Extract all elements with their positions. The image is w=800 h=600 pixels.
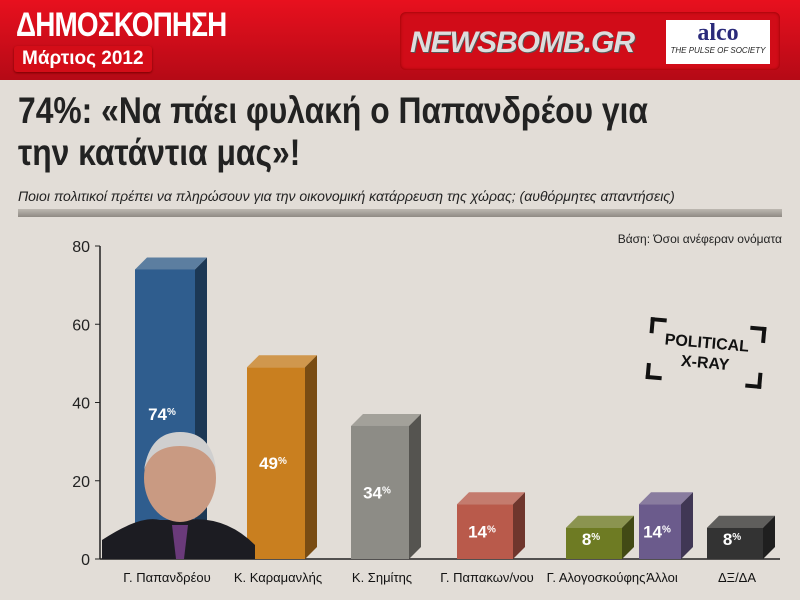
x-tick-label: Κ. Σημίτης	[352, 570, 412, 585]
chart-title: 74%: «Να πάει φυλακή ο Παπανδρέου για τη…	[18, 90, 663, 174]
bar	[457, 504, 513, 559]
x-tick-label: Γ. Παπανδρέου	[123, 570, 210, 585]
newsbomb-logo: NEWSBOMB.GR	[410, 26, 635, 59]
x-tick-label: Κ. Καραμανλής	[234, 570, 322, 585]
bar-top	[639, 492, 693, 505]
portrait-tie	[172, 525, 188, 559]
bar-top	[351, 413, 421, 426]
divider	[18, 209, 782, 217]
bar-side	[763, 515, 775, 559]
y-tick-label: 0	[81, 552, 90, 569]
bar-top	[247, 355, 317, 368]
header-banner: ΔΗΜΟΣΚΟΠΗΣΗ Μάρτιος 2012 NEWSBOMB.GR alc…	[0, 0, 800, 80]
x-tick-label: Γ. Παπακων/νου	[440, 570, 534, 585]
bar-side	[681, 492, 693, 559]
x-tick-label: ΔΞ/ΔΑ	[718, 570, 756, 585]
x-tick-label: Γ. Αλογοσκούφης	[547, 570, 646, 585]
y-tick-label: 20	[72, 474, 90, 491]
bar-top	[457, 492, 525, 505]
bar-top	[707, 515, 775, 528]
y-tick-label: 40	[72, 396, 90, 413]
header-title: ΔΗΜΟΣΚΟΠΗΣΗ	[16, 6, 227, 44]
bar	[566, 527, 622, 559]
y-tick-label: 80	[72, 239, 90, 256]
bar-side	[513, 492, 525, 559]
alco-logo: alco THE PULSE OF SOCIETY	[666, 20, 770, 64]
x-tick-label: Άλλοι	[646, 570, 678, 585]
y-tick-label: 60	[72, 317, 90, 334]
bar	[639, 504, 681, 559]
alco-tagline: THE PULSE OF SOCIETY	[670, 46, 766, 55]
bar-top	[566, 515, 634, 528]
brand-box: NEWSBOMB.GR alco THE PULSE OF SOCIETY	[400, 12, 780, 70]
bar-top	[135, 257, 207, 270]
header-date: Μάρτιος 2012	[14, 46, 152, 72]
alco-logo-text: alco	[697, 20, 739, 46]
bar	[707, 527, 763, 559]
portrait-hair	[144, 432, 216, 470]
bar	[247, 367, 305, 559]
base-note: Βάση: Όσοι ανέφεραν ονόματα	[617, 232, 782, 246]
bar-side	[305, 355, 317, 559]
chart-subtitle: Ποιοι πολιτικοί πρέπει να πληρώσουν για …	[18, 188, 675, 204]
bar-side	[622, 515, 634, 559]
portrait-face	[144, 434, 216, 522]
bar-side	[409, 413, 421, 559]
bar	[351, 425, 409, 559]
chart-title-text: 74%: «Να πάει φυλακή ο Παπανδρέου για τη…	[18, 90, 648, 173]
